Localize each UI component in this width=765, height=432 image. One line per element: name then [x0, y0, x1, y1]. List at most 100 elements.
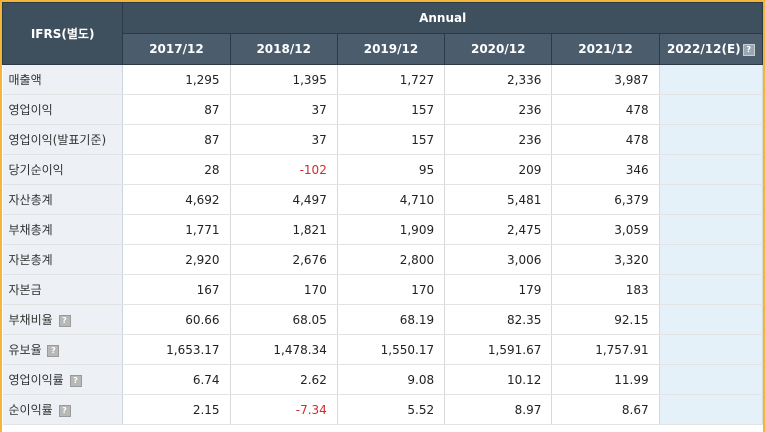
- value-cell: 170: [230, 274, 338, 305]
- value-cell: 1,653.17: [122, 334, 231, 365]
- row-label: 영업이익률 ?: [2, 364, 124, 395]
- row-label-text: 자본금: [8, 283, 42, 297]
- row-label-text: 영업이익: [8, 103, 53, 117]
- value-cell: 5.52: [337, 394, 446, 425]
- value-cell: 478: [551, 124, 660, 155]
- value-cell: 4,710: [337, 184, 446, 215]
- value-cell: 6.74: [122, 364, 231, 395]
- value-cell: 1,295: [122, 64, 231, 95]
- value-cell: 157: [337, 94, 446, 125]
- row-label-text: 순이익률: [8, 403, 53, 417]
- table-row: 부채비율 ? 60.66 68.05 68.19 82.35 92.15: [2, 304, 763, 335]
- value-cell: 2,920: [122, 244, 231, 275]
- table-row: 매출액 1,295 1,395 1,727 2,336 3,987: [2, 64, 763, 95]
- row-label-text: 부채총계: [8, 223, 53, 237]
- value-cell: 4,692: [122, 184, 231, 215]
- row-label-text: 영업이익률: [8, 373, 64, 387]
- value-cell: 28: [122, 154, 231, 185]
- question-icon[interactable]: ?: [58, 314, 71, 327]
- value-cell: 167: [122, 274, 231, 305]
- value-cell: 236: [444, 94, 553, 125]
- estimate-cell: [659, 394, 763, 425]
- table-row: 영업이익 87 37 157 236 478: [2, 94, 763, 125]
- value-cell: 209: [444, 154, 553, 185]
- row-label: 유보율 ?: [2, 334, 124, 365]
- value-cell: 1,771: [122, 214, 231, 245]
- value-cell: 1,757.91: [551, 334, 660, 365]
- table-body: 매출액 1,295 1,395 1,727 2,336 3,987 영업이익 87 37 157 2…: [2, 64, 763, 425]
- value-cell: 2.15: [122, 394, 231, 425]
- value-cell: 1,821: [230, 214, 338, 245]
- value-cell: 8.67: [551, 394, 660, 425]
- value-cell: 3,987: [551, 64, 660, 95]
- question-icon[interactable]: ?: [47, 344, 60, 357]
- value-cell: 37: [230, 124, 338, 155]
- table-row: 부채총계 1,771 1,821 1,909 2,475 3,059: [2, 214, 763, 245]
- annual-header: Annual: [122, 2, 763, 34]
- estimate-cell: [659, 214, 763, 245]
- estimate-cell: [659, 334, 763, 365]
- value-cell: 68.19: [337, 304, 446, 335]
- value-cell: 183: [551, 274, 660, 305]
- value-cell: 4,497: [230, 184, 338, 215]
- table-row: 영업이익(발표기준) 87 37 157 236 478: [2, 124, 763, 155]
- estimate-cell: [659, 304, 763, 335]
- row-label: 부채총계: [2, 214, 124, 245]
- estimate-cell: [659, 274, 763, 305]
- value-cell: 2,475: [444, 214, 553, 245]
- row-label: 부채비율 ?: [2, 304, 124, 335]
- row-label-text: 자본총계: [8, 253, 53, 267]
- table-row: 자산총계 4,692 4,497 4,710 5,481 6,379: [2, 184, 763, 215]
- value-cell: 37: [230, 94, 338, 125]
- value-cell: 92.15: [551, 304, 660, 335]
- value-cell: 95: [337, 154, 446, 185]
- period-header: 2018/12: [229, 33, 338, 65]
- question-icon[interactable]: ?: [69, 374, 82, 387]
- value-cell: 11.99: [551, 364, 660, 395]
- value-cell: 170: [337, 274, 446, 305]
- row-label: 자본금: [2, 274, 124, 305]
- value-cell: -7.34: [230, 394, 338, 425]
- question-icon[interactable]: ?: [58, 404, 71, 417]
- value-cell: 1,478.34: [230, 334, 338, 365]
- value-cell: 1,727: [337, 64, 446, 95]
- value-cell: 9.08: [337, 364, 446, 395]
- value-cell: 3,059: [551, 214, 660, 245]
- row-label-text: 유보율: [8, 343, 42, 357]
- estimate-cell: [659, 64, 763, 95]
- value-cell: 60.66: [122, 304, 231, 335]
- row-label-text: 당기순이익: [8, 163, 64, 177]
- table-row: 자본금 167 170 170 179 183: [2, 274, 763, 305]
- estimate-cell: [659, 184, 763, 215]
- row-label-text: 자산총계: [8, 193, 53, 207]
- estimate-cell: [659, 364, 763, 395]
- row-label-text: 매출액: [8, 73, 42, 87]
- table-row: 영업이익률 ? 6.74 2.62 9.08 10.12 11.99: [2, 364, 763, 395]
- row-label-text: 영업이익(발표기준): [8, 133, 107, 147]
- row-label: 순이익률 ?: [2, 394, 124, 425]
- row-label: 당기순이익: [2, 154, 124, 185]
- value-cell: 3,006: [444, 244, 553, 275]
- value-cell: 2,800: [337, 244, 446, 275]
- value-cell: 3,320: [551, 244, 660, 275]
- estimate-cell: [659, 94, 763, 125]
- value-cell: 68.05: [230, 304, 338, 335]
- value-cell: 10.12: [444, 364, 553, 395]
- row-label: 매출액: [2, 64, 124, 95]
- row-label: 영업이익(발표기준): [2, 124, 124, 155]
- value-cell: 2,336: [444, 64, 553, 95]
- value-cell: 6,379: [551, 184, 660, 215]
- value-cell: 478: [551, 94, 660, 125]
- value-cell: 1,395: [230, 64, 338, 95]
- row-label: 영업이익: [2, 94, 124, 125]
- value-cell: 1,550.17: [337, 334, 446, 365]
- period-header: 2020/12: [444, 33, 553, 65]
- estimate-cell: [659, 124, 763, 155]
- value-cell: 346: [551, 154, 660, 185]
- question-icon[interactable]: ?: [742, 43, 755, 56]
- value-cell: 1,591.67: [444, 334, 553, 365]
- value-cell: 5,481: [444, 184, 553, 215]
- value-cell: 157: [337, 124, 446, 155]
- estimate-period-label: 2022/12(E): [666, 42, 741, 56]
